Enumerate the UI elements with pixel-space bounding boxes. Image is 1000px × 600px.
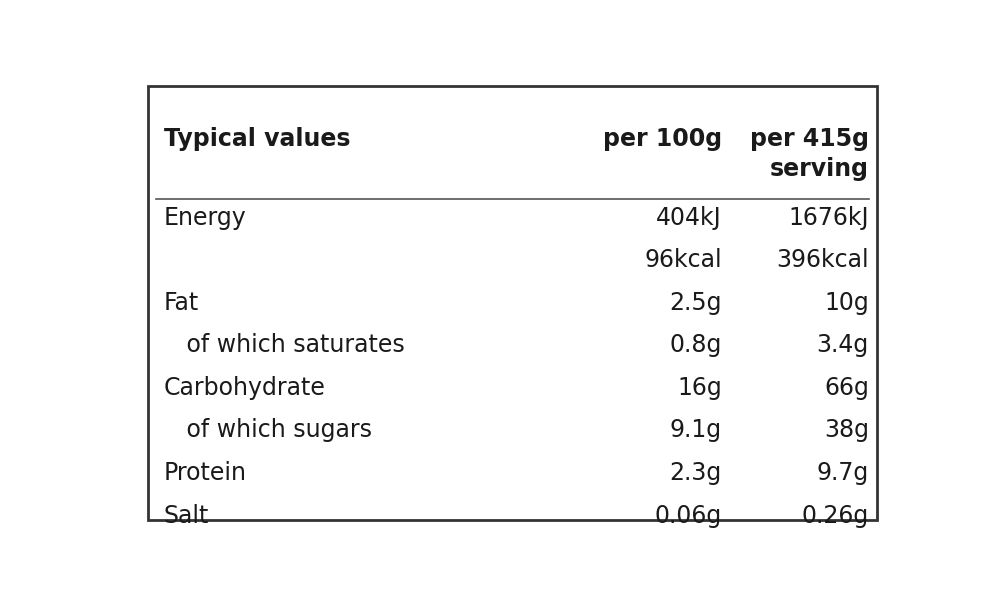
Text: 2.3g: 2.3g bbox=[670, 461, 722, 485]
Text: 2.5g: 2.5g bbox=[669, 291, 722, 315]
Text: 9.1g: 9.1g bbox=[670, 419, 722, 443]
Text: Salt: Salt bbox=[164, 503, 209, 527]
Text: 404kJ: 404kJ bbox=[656, 206, 722, 230]
Text: 66g: 66g bbox=[824, 376, 869, 400]
Text: per 100g: per 100g bbox=[603, 127, 722, 151]
Text: of which saturates: of which saturates bbox=[164, 334, 404, 358]
FancyBboxPatch shape bbox=[148, 86, 877, 520]
Text: per 415g
serving: per 415g serving bbox=[750, 127, 869, 181]
Text: 10g: 10g bbox=[824, 291, 869, 315]
Text: 0.06g: 0.06g bbox=[654, 503, 722, 527]
Text: 0.8g: 0.8g bbox=[669, 334, 722, 358]
Text: 16g: 16g bbox=[677, 376, 722, 400]
Text: 38g: 38g bbox=[824, 419, 869, 443]
Text: 3.4g: 3.4g bbox=[817, 334, 869, 358]
Text: Carbohydrate: Carbohydrate bbox=[164, 376, 326, 400]
Text: 0.26g: 0.26g bbox=[802, 503, 869, 527]
Text: 396kcal: 396kcal bbox=[776, 248, 869, 272]
Text: 9.7g: 9.7g bbox=[817, 461, 869, 485]
Text: 96kcal: 96kcal bbox=[644, 248, 722, 272]
Text: of which sugars: of which sugars bbox=[164, 419, 372, 443]
Text: Energy: Energy bbox=[164, 206, 246, 230]
Text: Protein: Protein bbox=[164, 461, 247, 485]
Text: 1676kJ: 1676kJ bbox=[788, 206, 869, 230]
Text: Fat: Fat bbox=[164, 291, 199, 315]
Text: Typical values: Typical values bbox=[164, 127, 350, 151]
